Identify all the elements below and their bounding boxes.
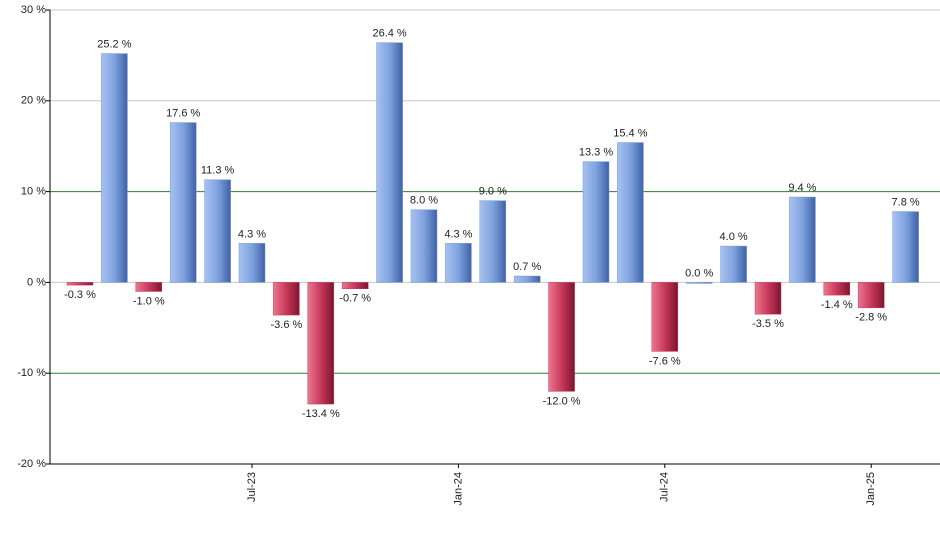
bar bbox=[754, 282, 782, 315]
bar bbox=[204, 179, 231, 283]
value-label: 7.8 % bbox=[892, 196, 920, 208]
bar bbox=[857, 282, 885, 309]
bar bbox=[307, 282, 335, 405]
bar bbox=[617, 142, 644, 283]
value-label: 0.7 % bbox=[513, 261, 541, 273]
bar bbox=[548, 282, 575, 392]
y-tick-label: 0 % bbox=[27, 276, 46, 288]
bar bbox=[445, 243, 472, 283]
bar bbox=[341, 282, 369, 290]
y-tick-label: 30 % bbox=[21, 4, 46, 16]
value-label: 9.4 % bbox=[788, 182, 816, 194]
value-label: 25.2 % bbox=[97, 38, 131, 50]
value-label: -12.0 % bbox=[543, 395, 581, 407]
bar bbox=[513, 275, 541, 283]
value-label: -1.4 % bbox=[821, 299, 853, 311]
bar bbox=[685, 282, 713, 284]
value-label: -7.6 % bbox=[649, 355, 681, 367]
y-tick-label: -20 % bbox=[17, 458, 46, 470]
value-label: 4.3 % bbox=[238, 228, 266, 240]
value-label: 17.6 % bbox=[166, 107, 200, 119]
value-label: 15.4 % bbox=[613, 127, 647, 139]
bar bbox=[169, 122, 197, 283]
value-label: 0.0 % bbox=[685, 267, 713, 279]
bar bbox=[376, 42, 403, 283]
x-tick-label: Jul-24 bbox=[659, 472, 671, 502]
value-label: -0.3 % bbox=[64, 289, 96, 301]
bar bbox=[238, 243, 266, 283]
value-label: 8.0 % bbox=[410, 195, 438, 207]
value-label: -2.8 % bbox=[855, 312, 887, 324]
bar bbox=[582, 161, 610, 283]
y-tick-label: 10 % bbox=[21, 186, 46, 198]
bar bbox=[789, 196, 816, 283]
bar bbox=[892, 211, 919, 283]
bar bbox=[479, 200, 507, 283]
value-label: 4.0 % bbox=[720, 231, 748, 243]
bar bbox=[66, 282, 94, 286]
y-tick-label: 20 % bbox=[21, 95, 46, 107]
value-label: -1.0 % bbox=[133, 295, 165, 307]
bar bbox=[410, 209, 438, 283]
bar bbox=[720, 245, 747, 283]
value-label: -13.4 % bbox=[302, 408, 340, 420]
y-tick-label: -10 % bbox=[17, 367, 46, 379]
x-tick-label: Jan-25 bbox=[865, 472, 877, 506]
value-label: 4.3 % bbox=[444, 228, 472, 240]
value-label: -3.5 % bbox=[752, 318, 784, 330]
bar bbox=[273, 282, 300, 316]
value-label: 9.0 % bbox=[479, 186, 507, 198]
value-label: 26.4 % bbox=[372, 28, 406, 40]
bar bbox=[651, 282, 679, 352]
x-tick-label: Jan-24 bbox=[452, 472, 464, 506]
x-tick-label: Jul-23 bbox=[246, 472, 258, 502]
value-label: 13.3 % bbox=[579, 147, 613, 159]
value-label: -0.7 % bbox=[339, 293, 371, 305]
bar bbox=[101, 53, 128, 283]
value-label: -3.6 % bbox=[271, 319, 303, 331]
bar bbox=[135, 282, 163, 292]
bar bbox=[823, 282, 851, 296]
value-label: 11.3 % bbox=[201, 165, 235, 177]
